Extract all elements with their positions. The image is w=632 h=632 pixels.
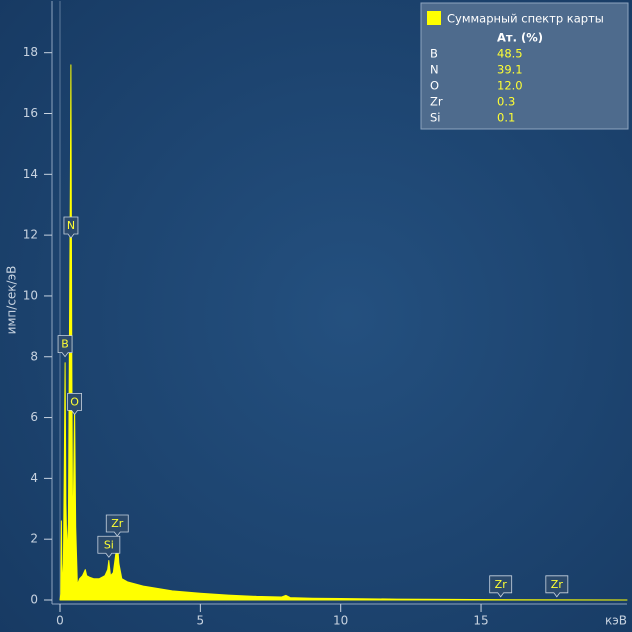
legend-element: B (430, 47, 438, 61)
legend-box (420, 2, 629, 130)
y-tick-label: 2 (30, 532, 38, 546)
y-tick-label: 0 (30, 593, 38, 607)
legend-swatch (427, 11, 441, 25)
peak-label: B (61, 338, 69, 351)
y-tick-label: 6 (30, 410, 38, 424)
peak-label: O (70, 395, 79, 408)
y-tick-label: 10 (23, 288, 38, 302)
peak-label-box (489, 575, 513, 598)
y-tick-label: 12 (23, 228, 38, 242)
legend-header: Ат. (%) (497, 31, 543, 45)
legend-value: 39.1 (497, 63, 523, 77)
y-tick-label: 8 (30, 349, 38, 363)
x-tick-label: 15 (473, 614, 488, 628)
legend-value: 48.5 (497, 47, 523, 61)
y-tick-label: 16 (23, 106, 38, 120)
peak-label-box (57, 335, 73, 358)
y-axis-label: имп/сек/эВ (5, 266, 19, 335)
legend-element: N (430, 63, 439, 77)
peak-label-box (545, 575, 569, 598)
legend-value: 0.3 (497, 95, 515, 109)
peak-label-box (67, 392, 82, 416)
legend-value: 12.0 (497, 79, 523, 93)
legend-element: Si (430, 111, 441, 125)
legend-value: 0.1 (497, 111, 515, 125)
x-tick-label: 5 (197, 614, 205, 628)
y-tick-label: 14 (23, 167, 38, 181)
y-tick-label: 18 (23, 45, 38, 59)
x-tick-label: 0 (56, 614, 64, 628)
peak-label: Si (104, 538, 114, 551)
y-tick-label: 4 (30, 471, 38, 485)
peak-label: Zr (551, 578, 564, 591)
peak-label-box (63, 216, 79, 239)
legend-element: O (430, 79, 439, 93)
legend-element: Zr (430, 95, 443, 109)
peak-label: Zr (495, 578, 508, 591)
peak-label-box (105, 514, 129, 537)
peak-label-box (97, 535, 121, 558)
peak-label: N (67, 219, 75, 232)
peak-label: Zr (111, 517, 124, 530)
x-tick-label: 10 (333, 614, 348, 628)
legend: Суммарный спектр карты Ат. (%) B 48.5 N 39.1 O… (420, 2, 629, 130)
legend-label: Суммарный спектр карты (447, 12, 604, 26)
x-axis-label: кэВ (605, 614, 627, 628)
